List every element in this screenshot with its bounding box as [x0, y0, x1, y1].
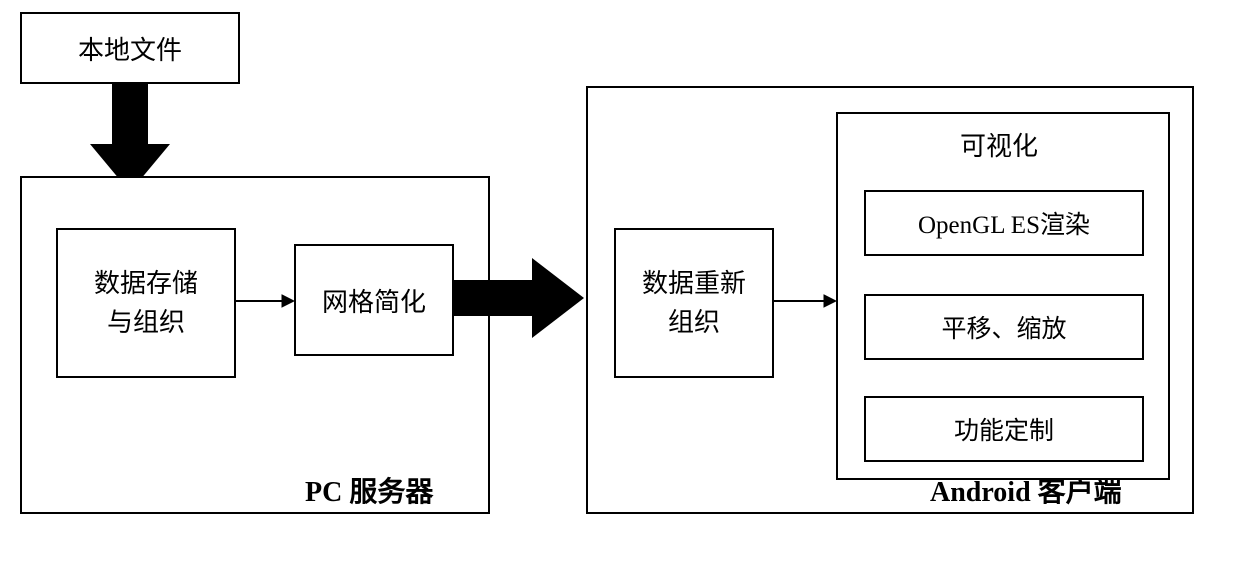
node-mesh-simplify: 网格简化 — [294, 244, 454, 356]
opengl-render-label: OpenGL ES渲染 — [918, 205, 1090, 241]
pc-server-label: PC 服务器 — [305, 470, 433, 510]
node-translate-scale: 平移、缩放 — [864, 294, 1144, 360]
visualization-label: 可视化 — [960, 126, 1038, 163]
custom-func-label: 功能定制 — [954, 411, 1054, 447]
node-data-reorg: 数据重新 组织 — [614, 228, 774, 378]
node-custom-func: 功能定制 — [864, 396, 1144, 462]
arrow-right-thick — [454, 258, 586, 338]
local-file-label: 本地文件 — [78, 30, 182, 67]
arrow-thin-1 — [236, 292, 294, 310]
data-storage-label: 数据存储 与组织 — [94, 264, 198, 342]
mesh-simplify-label: 网格简化 — [322, 282, 426, 319]
node-data-storage: 数据存储 与组织 — [56, 228, 236, 378]
translate-scale-label: 平移、缩放 — [941, 309, 1066, 345]
arrow-thin-2 — [774, 292, 836, 310]
node-opengl-render: OpenGL ES渲染 — [864, 190, 1144, 256]
data-reorg-label: 数据重新 组织 — [642, 264, 746, 342]
node-local-file: 本地文件 — [20, 12, 240, 84]
